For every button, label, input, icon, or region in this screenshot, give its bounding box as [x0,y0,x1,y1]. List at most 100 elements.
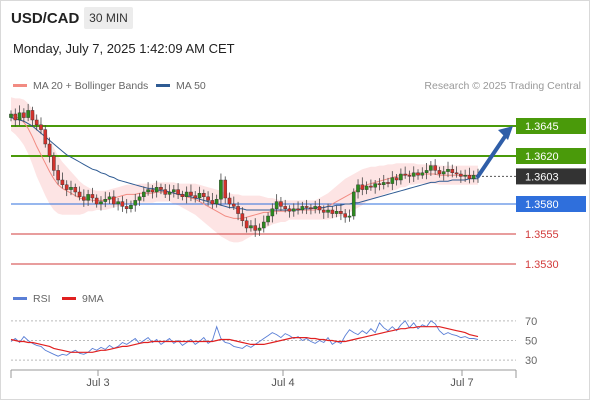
bollinger-band [11,97,478,243]
candle-body [343,213,347,218]
candle-body [133,200,138,206]
candle-body [364,185,369,190]
candle-body [90,194,95,199]
candle-body [287,208,292,212]
candle-body [317,206,322,211]
candle-body [429,165,433,171]
candle-body [240,213,245,222]
candle-body [22,112,26,118]
candle-body [309,207,313,210]
candle-body [253,225,258,231]
candle-body [274,201,279,210]
level-label-1.3555: 1.3555 [525,229,559,241]
rsi-tick-30: 30 [525,355,537,367]
ma20-label: MA 20 + Bollinger Bands [33,80,149,92]
candle-body [459,173,463,177]
candle-body [184,191,189,197]
candle-body [189,191,193,196]
candle-body [43,129,48,145]
candle-body [347,215,352,218]
chart-header: USD/CAD 30 MIN [0,0,590,36]
candle-body [163,189,168,195]
candle-body [172,189,176,193]
candle-body [116,201,120,205]
candle-body [231,203,236,207]
candle-body [424,170,429,173]
candle-body [399,173,403,181]
candle-body [9,113,13,118]
candle-body [219,179,223,200]
level-tag-1.3620 [516,148,586,164]
legend-item-rsi: RSI [13,293,51,305]
candle-body [450,168,455,173]
candle-body [154,186,159,193]
candle-body [386,182,390,184]
level-tag-1.3645 [516,118,586,134]
rsi-label: RSI [33,293,51,305]
candle-body [112,196,116,205]
candle-body [420,172,425,176]
ma50-swatch [156,83,170,87]
candle-body [261,221,266,229]
ma20-swatch [13,83,27,87]
candle-body [13,113,18,121]
candle-body [313,206,317,209]
forecast-arrow-shaft [476,130,510,179]
candle-body [471,174,476,179]
candle-body [244,220,249,229]
candle-body [214,198,219,205]
level-label-1.3620: 1.3620 [525,151,559,163]
candle-body [159,186,163,190]
candle-body [356,184,360,193]
candle-body [137,196,142,201]
candle-body [77,191,82,197]
level-label-1.3530: 1.3530 [525,259,559,271]
candle-body [73,186,78,193]
candle-body [394,177,399,181]
candle-body [69,186,73,190]
candle-body [326,209,330,213]
candle-body [283,206,288,209]
candle-body [34,119,39,125]
candle-body [437,170,442,175]
candle-body [236,206,240,214]
candle-body [300,206,305,211]
candle-body [124,206,129,209]
timestamp: Monday, July 7, 2025 1:42:09 AM CET [13,41,235,56]
legend-item-9ma: 9MA [62,293,104,305]
candle-body [86,194,90,201]
candle-body [146,189,150,193]
candle-body [150,189,155,193]
candle-body [369,185,373,188]
candle-body [210,200,215,205]
candle-body [411,172,416,177]
level-tag-1.3580 [516,196,586,212]
credit-text: Research © 2025 Trading Central [424,80,581,92]
candle-body [193,195,198,199]
candle-body [227,197,232,205]
candle-body [120,201,125,207]
x-tick-label: Jul 7 [450,377,473,389]
x-tick-label: Jul 3 [86,377,109,389]
candle-body [296,208,300,211]
candle-body [52,155,56,171]
candle-body [47,143,52,157]
candle-body [103,198,108,202]
candle-body [266,215,270,223]
candle-body [180,194,185,197]
candle-body [360,184,365,190]
candle-body [197,192,202,199]
candle-body [407,174,412,177]
candle-body [339,210,343,214]
ma9-swatch [62,296,76,300]
rsi-line [10,320,479,357]
candle-body [82,196,86,201]
candle-body [416,172,420,176]
timeframe-button[interactable]: 30 MIN [84,7,133,29]
candle-body [60,179,65,186]
x-tick-label: Jul 4 [271,377,294,389]
candle-body [403,173,407,176]
candle-body [446,168,450,172]
candle-body [142,191,146,197]
